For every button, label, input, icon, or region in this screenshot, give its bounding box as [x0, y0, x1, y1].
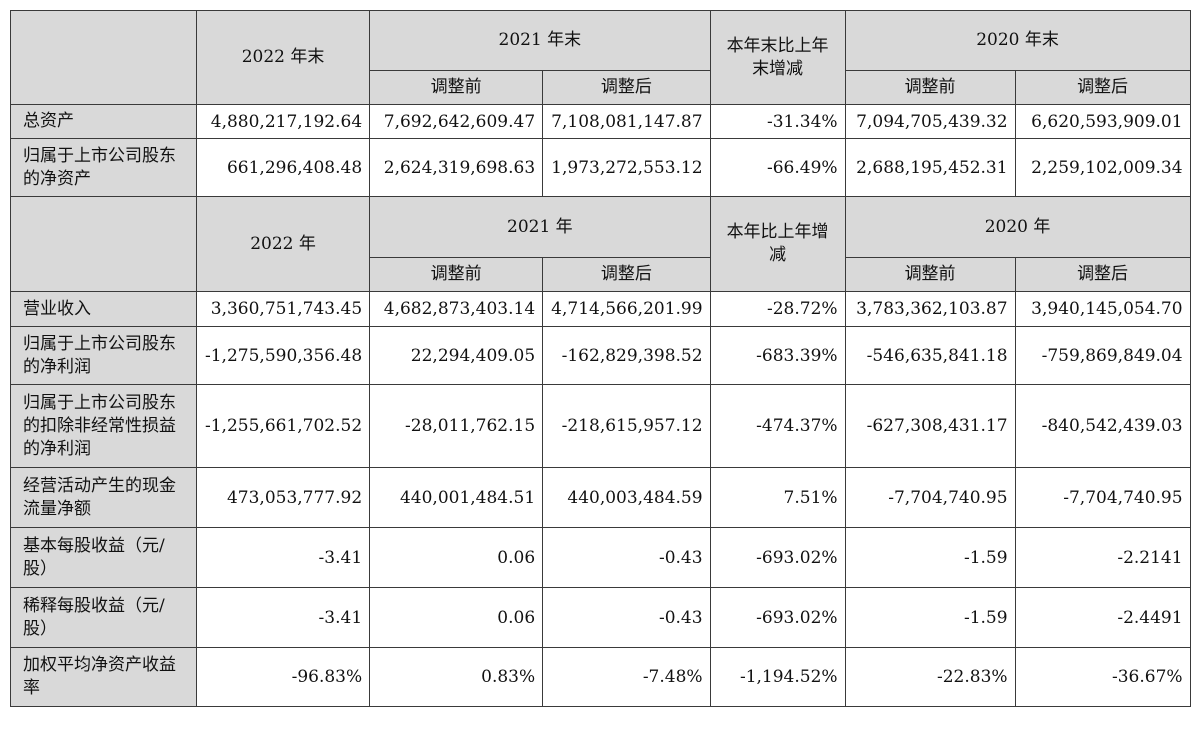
table-row: 稀释每股收益（元/股） -3.41 0.06 -0.43 -693.02% -1… [10, 587, 1191, 648]
row-label: 归属于上市公司股东的净资产 [10, 138, 197, 197]
row-label: 归属于上市公司股东的净利润 [10, 326, 197, 385]
value-2021-before: 22,294,409.05 [369, 326, 544, 385]
value-change: -683.39% [709, 326, 846, 385]
value-2020-before: 3,783,362,103.87 [844, 291, 1016, 327]
value-2022: 661,296,408.48 [195, 138, 371, 197]
table-row: 归属于上市公司股东的净利润 -1,275,590,356.48 22,294,4… [10, 326, 1191, 385]
header-year-end-change: 本年末比上年末增减 [709, 10, 846, 105]
value-2020-after: -36.67% [1014, 647, 1191, 707]
value-2022: -1,275,590,356.48 [195, 326, 371, 385]
row-label: 经营活动产生的现金流量净额 [10, 467, 197, 528]
table-row: 总资产 4,880,217,192.64 7,692,642,609.47 7,… [10, 104, 1191, 139]
value-2020-before: -546,635,841.18 [844, 326, 1016, 385]
value-2020-before: -1.59 [844, 527, 1016, 588]
value-2020-after: -759,869,849.04 [1014, 326, 1191, 385]
value-2022: 473,053,777.92 [195, 467, 371, 528]
row-label: 归属于上市公司股东的扣除非经常性损益的净利润 [10, 384, 197, 468]
value-2021-after: -7.48% [542, 647, 711, 707]
value-2021-before: 2,624,319,698.63 [369, 138, 544, 197]
table-row: 加权平均净资产收益率 -96.83% 0.83% -7.48% -1,194.5… [10, 647, 1191, 707]
value-2020-after: -7,704,740.95 [1014, 467, 1191, 528]
row-label: 稀释每股收益（元/股） [10, 587, 197, 648]
subheader-2020-after: 调整后 [1014, 257, 1191, 292]
value-2021-before: 0.06 [369, 527, 544, 588]
table-row: 基本每股收益（元/股） -3.41 0.06 -0.43 -693.02% -1… [10, 527, 1191, 588]
value-2020-before: -627,308,431.17 [844, 384, 1016, 468]
value-change: -28.72% [709, 291, 846, 327]
value-2020-after: 2,259,102,009.34 [1014, 138, 1191, 197]
financial-table-wrapper: 2022 年末 2021 年末 本年末比上年末增减 2020 年末 调整前 调整… [10, 10, 1191, 707]
row-label: 总资产 [10, 104, 197, 139]
value-2020-before: 7,094,705,439.32 [844, 104, 1016, 139]
value-2020-before: -7,704,740.95 [844, 467, 1016, 528]
value-2021-before: 4,682,873,403.14 [369, 291, 544, 327]
value-2022: 3,360,751,743.45 [195, 291, 371, 327]
value-2021-before: 7,692,642,609.47 [369, 104, 544, 139]
value-change: -474.37% [709, 384, 846, 468]
value-2021-before: 0.06 [369, 587, 544, 648]
subheader-2021-after: 调整后 [542, 70, 711, 105]
header-2022-year-end: 2022 年末 [195, 10, 371, 105]
balance-header-row: 2022 年末 2021 年末 本年末比上年末增减 2020 年末 [10, 10, 1191, 105]
value-2021-after: -0.43 [542, 527, 711, 588]
value-2021-after: -162,829,398.52 [542, 326, 711, 385]
value-2020-after: -840,542,439.03 [1014, 384, 1191, 468]
header-2020-year: 2020 年 [844, 196, 1191, 258]
income-subheader-row: 调整前 调整后 调整前 调整后 [11, 257, 1191, 292]
value-2022: -1,255,661,702.52 [195, 384, 371, 468]
value-2020-after: 6,620,593,909.01 [1014, 104, 1191, 139]
subheader-2020-after: 调整后 [1014, 70, 1191, 105]
header-corner-cell [10, 196, 197, 292]
income-header-row: 2022 年 2021 年 本年比上年增减 2020 年 [10, 196, 1191, 292]
value-2021-before: 440,001,484.51 [369, 467, 544, 528]
subheader-2021-after: 调整后 [542, 257, 711, 292]
value-2020-after: -2.2141 [1014, 527, 1191, 588]
value-change: -66.49% [709, 138, 846, 197]
value-2022: -3.41 [195, 527, 371, 588]
value-2020-after: 3,940,145,054.70 [1014, 291, 1191, 327]
value-2020-before: -22.83% [844, 647, 1016, 707]
value-change: -31.34% [709, 104, 846, 139]
header-year-change: 本年比上年增减 [709, 196, 846, 292]
value-2021-before: -28,011,762.15 [369, 384, 544, 468]
table-row: 营业收入 3,360,751,743.45 4,682,873,403.14 4… [10, 291, 1191, 327]
value-2021-after: 1,973,272,553.12 [542, 138, 711, 197]
value-2021-after: 4,714,566,201.99 [542, 291, 711, 327]
table-row: 归属于上市公司股东的扣除非经常性损益的净利润 -1,255,661,702.52… [10, 384, 1191, 468]
value-2021-after: 440,003,484.59 [542, 467, 711, 528]
value-2022: -96.83% [195, 647, 371, 707]
value-2021-after: 7,108,081,147.87 [542, 104, 711, 139]
value-2020-before: 2,688,195,452.31 [844, 138, 1016, 197]
subheader-2020-before: 调整前 [844, 257, 1016, 292]
value-change: -1,194.52% [709, 647, 846, 707]
row-label: 基本每股收益（元/股） [10, 527, 197, 588]
value-2020-before: -1.59 [844, 587, 1016, 648]
value-2020-after: -2.4491 [1014, 587, 1191, 648]
value-change: -693.02% [709, 587, 846, 648]
header-2022-year: 2022 年 [195, 196, 371, 292]
value-2022: 4,880,217,192.64 [195, 104, 371, 139]
header-2021-year-end: 2021 年末 [369, 10, 711, 71]
header-corner-cell [10, 10, 197, 105]
subheader-2021-before: 调整前 [369, 257, 544, 292]
table-row: 经营活动产生的现金流量净额 473,053,777.92 440,001,484… [10, 467, 1191, 528]
value-2022: -3.41 [195, 587, 371, 648]
value-2021-after: -0.43 [542, 587, 711, 648]
subheader-2021-before: 调整前 [369, 70, 544, 105]
value-2021-after: -218,615,957.12 [542, 384, 711, 468]
subheader-2020-before: 调整前 [844, 70, 1016, 105]
value-change: 7.51% [709, 467, 846, 528]
header-2020-year-end: 2020 年末 [844, 10, 1191, 71]
row-label: 营业收入 [10, 291, 197, 327]
header-2021-year: 2021 年 [369, 196, 711, 258]
row-label: 加权平均净资产收益率 [10, 647, 197, 707]
financial-data-table: 2022 年末 2021 年末 本年末比上年末增减 2020 年末 调整前 调整… [10, 10, 1191, 707]
balance-subheader-row: 调整前 调整后 调整前 调整后 [11, 70, 1191, 105]
table-row: 归属于上市公司股东的净资产 661,296,408.48 2,624,319,6… [10, 138, 1191, 197]
value-2021-before: 0.83% [369, 647, 544, 707]
value-change: -693.02% [709, 527, 846, 588]
